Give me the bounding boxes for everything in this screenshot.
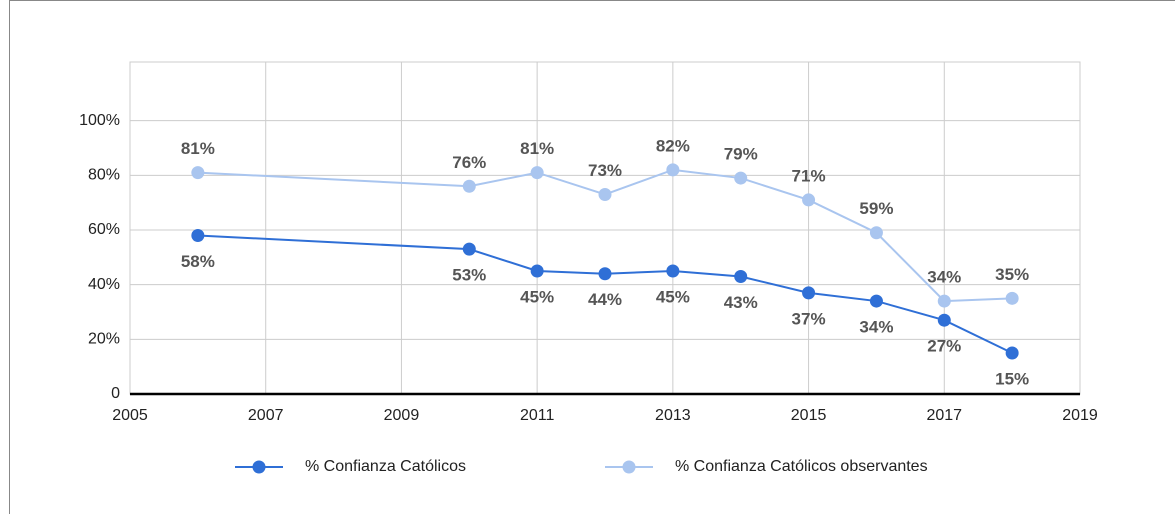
data-point xyxy=(802,193,815,206)
x-tick-label: 2019 xyxy=(1062,407,1098,424)
x-tick-label: 2009 xyxy=(384,407,420,424)
data-point xyxy=(463,243,476,256)
data-label: 81% xyxy=(520,139,554,158)
data-point xyxy=(1006,347,1019,360)
data-label: 44% xyxy=(588,290,622,309)
data-point xyxy=(191,229,204,242)
data-label: 35% xyxy=(995,265,1029,284)
legend-marker xyxy=(623,461,636,474)
legend-label: % Confianza Católicos xyxy=(305,458,466,475)
data-label: 58% xyxy=(181,252,215,271)
data-point xyxy=(599,267,612,280)
data-label: 34% xyxy=(859,318,893,337)
data-point xyxy=(870,295,883,308)
data-label: 59% xyxy=(859,199,893,218)
x-tick-label: 2005 xyxy=(112,407,148,424)
data-point xyxy=(599,188,612,201)
data-label: 81% xyxy=(181,139,215,158)
y-tick-label: 80% xyxy=(88,167,120,184)
data-point xyxy=(666,265,679,278)
data-label: 73% xyxy=(588,161,622,180)
data-label: 71% xyxy=(792,166,826,185)
y-tick-label: 60% xyxy=(88,221,120,238)
data-point xyxy=(463,180,476,193)
y-tick-label: 100% xyxy=(79,112,120,129)
y-tick-label: 0 xyxy=(111,385,120,402)
legend-marker xyxy=(253,461,266,474)
data-point xyxy=(938,295,951,308)
legend-label: % Confianza Católicos observantes xyxy=(675,458,928,475)
data-point xyxy=(531,166,544,179)
data-label: 82% xyxy=(656,136,690,155)
data-label: 43% xyxy=(724,293,758,312)
data-label: 34% xyxy=(927,268,961,287)
y-tick-label: 20% xyxy=(88,331,120,348)
data-point xyxy=(870,226,883,239)
data-label: 37% xyxy=(792,309,826,328)
x-tick-label: 2015 xyxy=(791,407,827,424)
x-tick-label: 2007 xyxy=(248,407,284,424)
data-point xyxy=(734,270,747,283)
data-point xyxy=(531,265,544,278)
data-label: 76% xyxy=(452,153,486,172)
x-tick-label: 2013 xyxy=(655,407,691,424)
data-label: 27% xyxy=(927,337,961,356)
data-point xyxy=(802,286,815,299)
data-label: 53% xyxy=(452,266,486,285)
data-point xyxy=(191,166,204,179)
data-point xyxy=(734,172,747,185)
data-label: 45% xyxy=(520,287,554,306)
data-label: 79% xyxy=(724,145,758,164)
x-tick-label: 2017 xyxy=(926,407,962,424)
x-tick-label: 2011 xyxy=(520,407,555,424)
data-point xyxy=(938,314,951,327)
y-tick-label: 40% xyxy=(88,276,120,293)
data-point xyxy=(1006,292,1019,305)
data-point xyxy=(666,163,679,176)
data-label: 15% xyxy=(995,369,1029,388)
data-label: 45% xyxy=(656,287,690,306)
